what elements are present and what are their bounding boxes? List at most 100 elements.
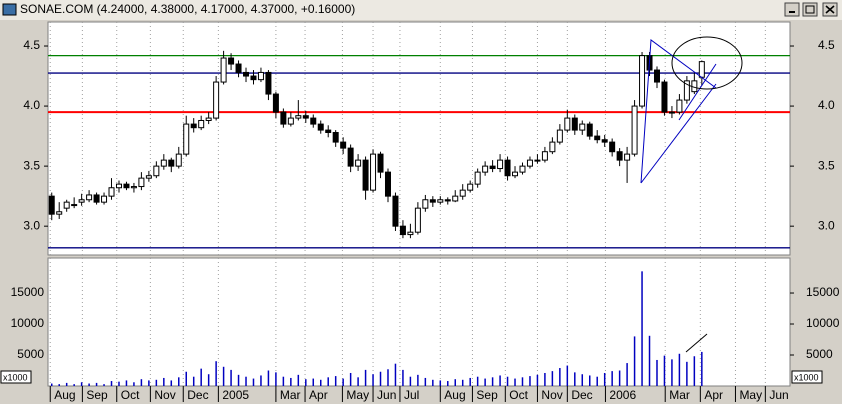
candle-body	[482, 165, 489, 173]
window-buttons[interactable]	[784, 2, 838, 17]
x-tick-label: Dec	[187, 388, 208, 402]
candle-body	[631, 105, 638, 155]
candle-body	[683, 80, 690, 101]
candle-body	[541, 151, 548, 161]
volume-trend-line	[685, 333, 708, 353]
candle-body	[332, 131, 339, 143]
x-tick-label: Apr	[704, 388, 723, 402]
y-tick-label-right: 15000	[806, 285, 840, 299]
unit-box	[791, 370, 823, 384]
x-tick-label: Mar	[669, 388, 690, 402]
y-tick-label: 15000	[11, 285, 45, 299]
candle-body	[101, 195, 108, 203]
title-bar	[0, 0, 842, 20]
x-tick-label: Nov	[154, 388, 175, 402]
candle-body	[668, 111, 675, 114]
candle-body	[653, 69, 660, 83]
y-tick-label: 10000	[11, 316, 45, 330]
candle-body	[243, 71, 250, 77]
candle-body	[549, 141, 556, 153]
x-tick-label: 2005	[222, 388, 249, 402]
candle-body	[556, 129, 563, 143]
candle-body	[123, 183, 130, 189]
candle-body	[86, 194, 93, 201]
y-tick-label-right: 4.0	[818, 98, 835, 112]
x-tick-label: Oct	[509, 388, 528, 402]
candle-body	[317, 123, 324, 131]
candle-body	[235, 63, 242, 73]
candle-body	[392, 195, 399, 227]
candle-body	[250, 75, 257, 81]
candle-body	[272, 93, 279, 113]
y-tick-label: 4.0	[23, 98, 40, 112]
candle-body	[153, 165, 160, 177]
candle-body	[340, 141, 347, 149]
window-title: SONAE.COM (4.24000, 4.38000, 4.17000, 4.…	[20, 2, 355, 16]
maximize-button[interactable]	[802, 2, 818, 17]
candle-body	[355, 159, 362, 167]
candle-body	[437, 199, 444, 203]
candle-body	[467, 183, 474, 191]
candle-body	[399, 225, 406, 236]
y-tick-label-right: 4.5	[818, 38, 835, 52]
candle-body	[213, 81, 220, 119]
candle-body	[228, 57, 235, 65]
x-tick-label: Aug	[54, 388, 75, 402]
candle-body	[168, 159, 175, 167]
candle-body	[698, 61, 705, 78]
candle-body	[691, 80, 698, 93]
candle-body	[474, 171, 481, 185]
x-tick-label: Oct	[121, 388, 140, 402]
candle-body	[571, 117, 578, 131]
trend-line	[678, 63, 717, 121]
candle-body	[512, 171, 519, 177]
minimize-button[interactable]	[784, 2, 800, 17]
candle-body	[295, 115, 302, 119]
candle-body	[63, 201, 70, 209]
candle-body	[601, 139, 608, 143]
candle-body	[414, 207, 421, 233]
candle-body	[302, 115, 309, 119]
candle-body	[93, 194, 100, 203]
x-tick-label: Apr	[309, 388, 328, 402]
candle-body	[676, 99, 683, 113]
plot-layer	[48, 22, 790, 386]
app-icon	[2, 3, 17, 16]
candle-body	[429, 199, 436, 203]
y-tick-label: 3.0	[23, 218, 40, 232]
y-tick-label-right: 10000	[806, 316, 840, 330]
candle-body	[205, 117, 212, 121]
candle-body	[519, 165, 526, 173]
unit-box	[0, 370, 32, 384]
candle-body	[71, 204, 78, 207]
candle-body	[370, 153, 377, 191]
x-tick-label: May	[346, 388, 369, 402]
unit-label: x1000	[3, 372, 28, 382]
candle-body	[175, 153, 182, 167]
candle-body	[459, 189, 466, 197]
candle-body	[489, 165, 496, 170]
candle-body	[594, 135, 601, 141]
candle-body	[56, 211, 63, 215]
x-tick-label: Dec	[571, 388, 592, 402]
x-tick-label: Jun	[377, 388, 396, 402]
y-tick-label-right: 3.0	[818, 218, 835, 232]
volume-panel	[47, 257, 791, 387]
candle-body	[526, 159, 533, 167]
candle-body	[160, 159, 167, 167]
x-tick-label: Jun	[769, 388, 788, 402]
candle-body	[220, 57, 227, 83]
x-tick-label: Jul	[404, 388, 419, 402]
candle-body	[579, 123, 586, 131]
y-tick-label: 4.5	[23, 38, 40, 52]
candle-body	[130, 186, 137, 189]
candle-body	[257, 71, 264, 81]
candle-body	[661, 81, 668, 113]
candle-body	[310, 117, 317, 125]
candle-body	[377, 153, 384, 173]
candle-body	[444, 199, 451, 202]
candle-body	[534, 159, 541, 162]
candle-body	[504, 159, 511, 177]
candle-body	[198, 119, 205, 129]
